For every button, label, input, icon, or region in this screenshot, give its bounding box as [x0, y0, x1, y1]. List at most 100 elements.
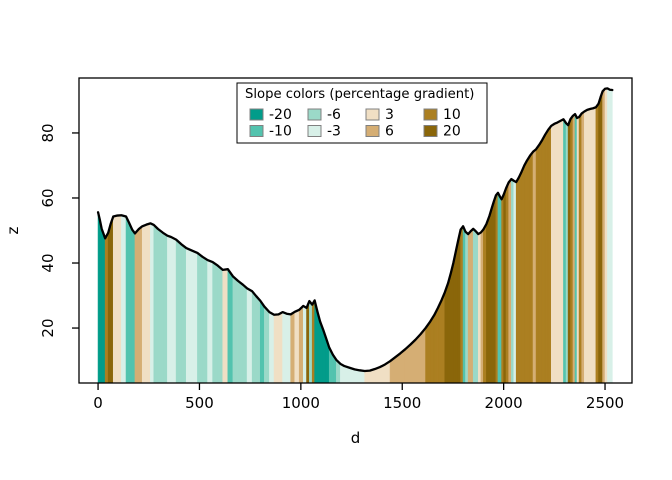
slope-bar [107, 223, 111, 384]
slope-bar [590, 107, 594, 384]
slope-bar [570, 114, 574, 384]
slope-bar [501, 194, 504, 384]
legend-swatch [249, 108, 264, 121]
slope-bar [153, 224, 159, 384]
slope-bar [141, 224, 147, 384]
slope-bar [207, 259, 213, 384]
slope-bar [128, 222, 133, 384]
legend-label: -20 [269, 107, 292, 123]
slope-bar [607, 87, 611, 384]
slope-bar [364, 370, 371, 384]
plot-box [78, 77, 633, 384]
slope-bar [433, 307, 439, 384]
x-tick-label: 2000 [485, 394, 523, 412]
slope-bar [489, 207, 493, 384]
slope-bar [495, 191, 499, 384]
y-tick-label: 40 [39, 253, 57, 272]
legend-label: -6 [327, 107, 341, 123]
slope-bar [578, 112, 583, 384]
legend-title: Slope colors (percentage gradient) [245, 87, 474, 102]
slope-bar [232, 275, 239, 384]
slope-bar [524, 160, 528, 384]
slope-bar [493, 195, 497, 384]
slope-bar [286, 313, 292, 384]
slope-bar [600, 91, 603, 384]
slope-bar [104, 232, 109, 384]
legend-swatch [365, 108, 380, 121]
slope-bar [255, 295, 261, 384]
x-tick-label: 1500 [383, 394, 421, 412]
slope-bar [460, 225, 464, 384]
slope-bar [529, 150, 534, 384]
legend-label: 6 [385, 124, 394, 140]
legend-label: 10 [443, 107, 461, 123]
slope-bar [475, 230, 479, 384]
slope-bar [455, 240, 459, 384]
slope-bar [544, 128, 549, 384]
slope-bar [227, 268, 234, 384]
x-tick-label: 2500 [586, 394, 624, 412]
slope-bar [470, 228, 474, 384]
y-axis: 20 40 60 80 z [4, 123, 79, 338]
slope-bar [354, 368, 360, 384]
slope-bar [541, 134, 546, 384]
slope-bar [467, 230, 472, 384]
legend-box [236, 82, 488, 144]
slope-bar [511, 178, 515, 384]
legend-swatch [365, 125, 380, 137]
slope-bar [557, 120, 561, 384]
slope-bar [294, 309, 300, 384]
slope-bar [538, 139, 543, 384]
x-axis-title: d [351, 429, 361, 447]
legend-swatch [423, 108, 438, 121]
slope-bar [202, 256, 208, 384]
x-tick-label: 0 [93, 394, 103, 412]
slope-bar [99, 219, 103, 384]
slope-bar [359, 369, 366, 384]
x-tick-label: 1000 [282, 394, 320, 412]
slope-bar [462, 226, 466, 384]
slope-bar [251, 290, 257, 384]
slope-bar [477, 231, 482, 384]
slope-bar [457, 229, 461, 384]
slope-bar [441, 292, 446, 384]
slope-bar [595, 102, 599, 384]
slope-bar [450, 262, 454, 384]
slope-bar [592, 106, 597, 384]
slope-bar [175, 238, 182, 384]
slope-bar [185, 247, 192, 384]
slope-bar [117, 214, 122, 384]
slope-bar [191, 249, 198, 384]
slope-bar [565, 122, 569, 384]
slope-bar [410, 339, 416, 384]
legend-swatch [423, 125, 438, 137]
slope-bar [547, 124, 552, 384]
slope-bar [483, 223, 487, 384]
slope-bar [121, 214, 127, 384]
slope-bar [259, 299, 265, 384]
x-axis: 0 500 1000 1500 2000 2500 d [93, 383, 624, 447]
slope-bar [604, 88, 608, 384]
slope-bar [264, 305, 270, 384]
slope-bar [526, 154, 531, 384]
slope-bar [576, 116, 580, 384]
slope-bar [574, 113, 578, 384]
slope-bar [269, 311, 275, 384]
slope-bar [273, 314, 279, 384]
slope-bar [602, 87, 606, 384]
slope-bar [217, 264, 224, 384]
slope-bar [212, 261, 219, 384]
slope-bar [563, 118, 567, 384]
slope-bar [246, 287, 253, 384]
slope-bar [298, 305, 304, 384]
slope-bar [472, 228, 476, 384]
slope-bar [425, 320, 431, 384]
slope-bar [278, 311, 283, 384]
x-tick-label: 500 [185, 394, 214, 412]
slope-bar [572, 113, 576, 384]
slope-bar [222, 268, 229, 384]
slope-bar [101, 228, 106, 384]
slope-bar [170, 236, 177, 384]
legend-label: 3 [385, 107, 394, 123]
slope-bar [598, 97, 601, 384]
